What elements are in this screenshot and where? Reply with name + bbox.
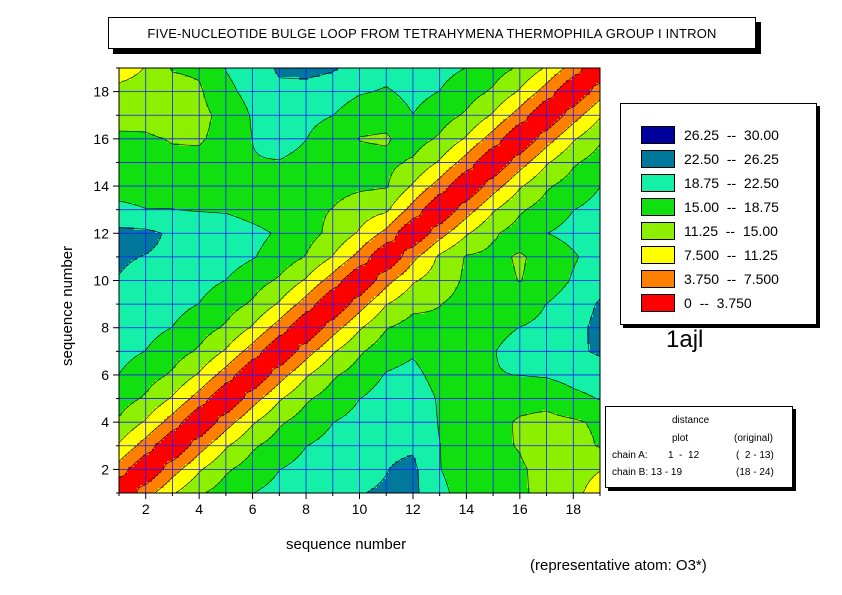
contour-fill-layer (119, 68, 603, 495)
